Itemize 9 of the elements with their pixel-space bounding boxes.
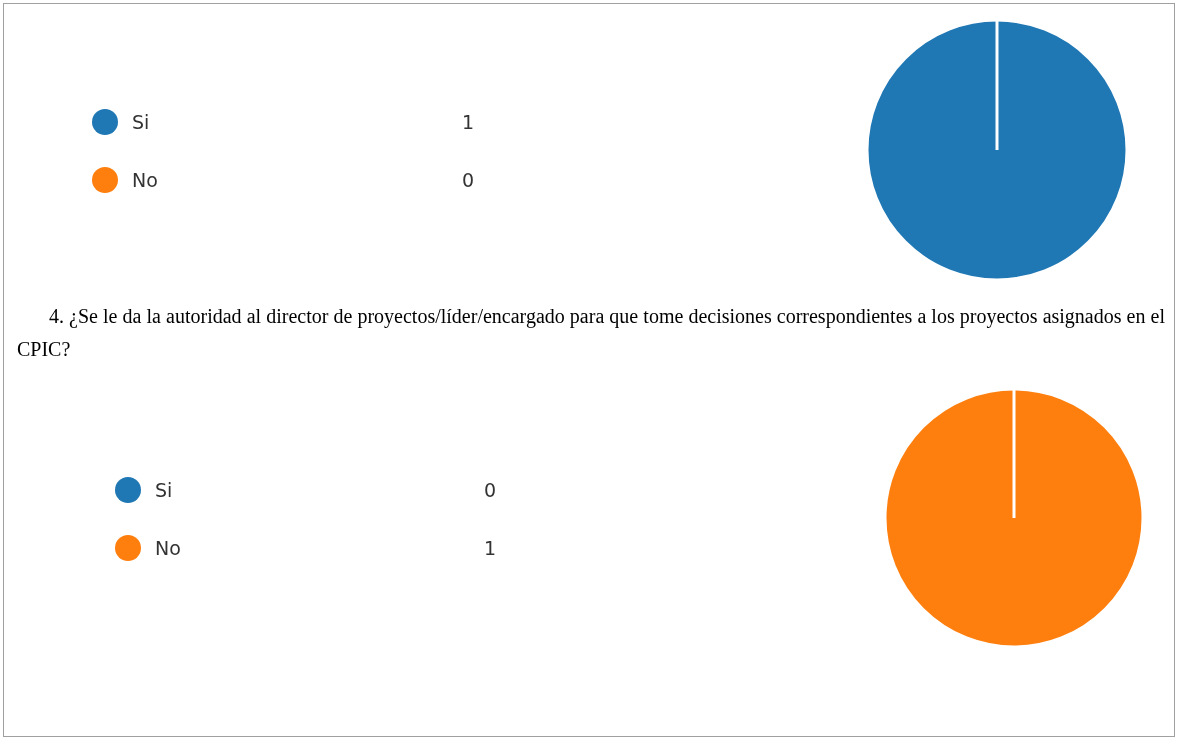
data-label: 1 <box>461 110 475 133</box>
data-label: 1 <box>483 536 497 559</box>
text: 0 <box>461 168 475 191</box>
legend-label: Si <box>155 478 173 501</box>
legend-label: Si <box>132 110 150 133</box>
legend-label: No <box>155 536 181 559</box>
chart-title: 4. ¿Se le da la autoridad al director de proyectos/líder/encargado para que tome decisiones correspondientes a los proyectos asignados en el CPIC? <box>16 304 1166 362</box>
legend-label: No <box>132 168 158 191</box>
text: 0 <box>483 478 497 501</box>
